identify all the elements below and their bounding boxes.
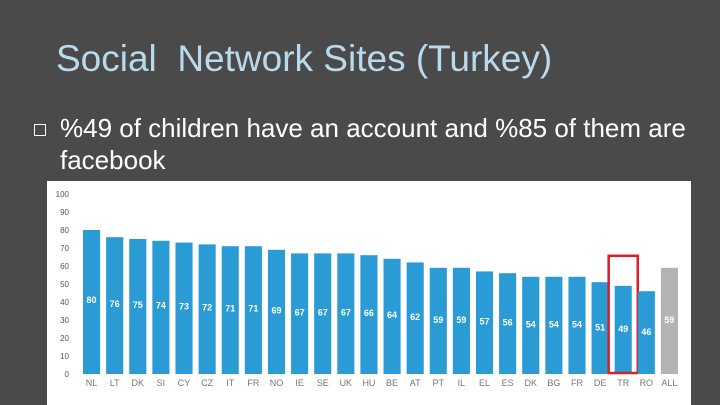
bar [314,253,332,374]
y-tick-label: 100 [56,190,70,199]
data-label: 46 [641,327,651,337]
x-tick-label: CY [178,378,191,388]
data-label: 64 [387,310,397,320]
data-label: 66 [364,308,374,318]
x-tick-label: LT [110,378,120,388]
x-tick-label: BE [386,378,398,388]
x-tick-label: NO [270,378,284,388]
bar [452,267,470,374]
bullet-row: %49 of children have an account and %85 … [30,112,710,176]
data-label: 59 [664,315,674,325]
data-label: 59 [433,315,443,325]
data-label: 71 [248,304,258,314]
data-label: 74 [156,301,166,311]
bar [637,291,655,374]
y-tick-label: 30 [60,316,69,325]
x-tick-label: FR [571,378,583,388]
bar [522,276,540,374]
bar [337,253,355,374]
data-label: 76 [110,299,120,309]
x-tick-label: FR [247,378,259,388]
data-label: 75 [133,300,143,310]
data-label: 54 [526,319,536,329]
data-label: 71 [225,304,235,314]
data-label: 69 [271,305,281,315]
y-tick-label: 20 [60,334,69,343]
data-label: 59 [456,315,466,325]
x-tick-label: EL [479,378,490,388]
x-tick-label: SI [157,378,166,388]
bar [475,271,494,374]
x-tick-label: BG [547,378,560,388]
bar-chart-card: 0 10 20 30 40 50 60 70 80 90 100 80 NL 76 LT 75 DK 74 SI 73… [47,181,691,405]
x-tick-label: AT [410,378,421,388]
data-label: 49 [618,324,628,334]
data-label: 54 [549,319,559,329]
bar [383,258,401,374]
x-tick-label: IE [295,378,304,388]
bar [175,242,193,374]
bar [129,239,147,374]
bar [106,237,124,374]
data-label: 57 [480,317,490,327]
bar [499,273,517,374]
data-label: 51 [595,322,605,332]
bar [198,244,216,374]
bar [660,267,678,374]
slide-title: Social Network Sites (Turkey) [56,38,553,79]
bar [545,276,563,374]
y-tick-label: 50 [60,280,69,289]
x-tick-label: ES [502,378,514,388]
bar [360,255,378,374]
data-label: 67 [341,307,351,317]
x-tick-label: RO [640,378,654,388]
x-tick-label: DK [132,378,145,388]
x-tick-label: IL [458,378,466,388]
y-tick-label: 10 [60,352,69,361]
bar [267,249,286,374]
bar [291,253,309,374]
data-label: 62 [410,312,420,322]
bar [614,285,632,374]
x-tick-label: DK [524,378,537,388]
y-tick-label: 60 [60,262,69,271]
bar [591,282,609,374]
x-tick-label: NL [86,378,98,388]
x-tick-label: TR [617,378,629,388]
y-tick-label: 90 [60,208,69,217]
data-label: 80 [87,295,97,305]
square-bullet-icon [34,124,46,136]
y-tick-label: 80 [60,226,69,235]
bar [83,230,101,374]
highlight-box [607,254,640,375]
x-tick-label: HU [362,378,375,388]
y-tick-label: 0 [65,370,70,379]
data-label: 67 [295,307,305,317]
x-tick-label: UK [340,378,353,388]
x-tick-label: IT [226,378,235,388]
bar [406,262,424,374]
bar-chart: 0 10 20 30 40 50 60 70 80 90 100 80 NL 76 LT 75 DK 74 SI 73… [56,190,678,388]
y-tick-label: 70 [60,244,69,253]
bar [429,267,447,374]
x-tick-label: PT [433,378,445,388]
x-tick-label: SE [317,378,329,388]
bar [221,246,239,374]
bullet-text: %49 of children have an account and %85 … [60,113,686,175]
data-label: 73 [179,302,189,312]
data-label: 54 [572,319,582,329]
x-tick-label: ALL [661,378,677,388]
bar [244,246,262,374]
x-tick-label: CZ [201,378,213,388]
bar [568,276,586,374]
bar [152,240,170,374]
data-label: 67 [318,307,328,317]
y-tick-label: 40 [60,298,69,307]
data-label: 72 [202,303,212,313]
x-tick-label: DE [594,378,607,388]
data-label: 56 [503,318,513,328]
